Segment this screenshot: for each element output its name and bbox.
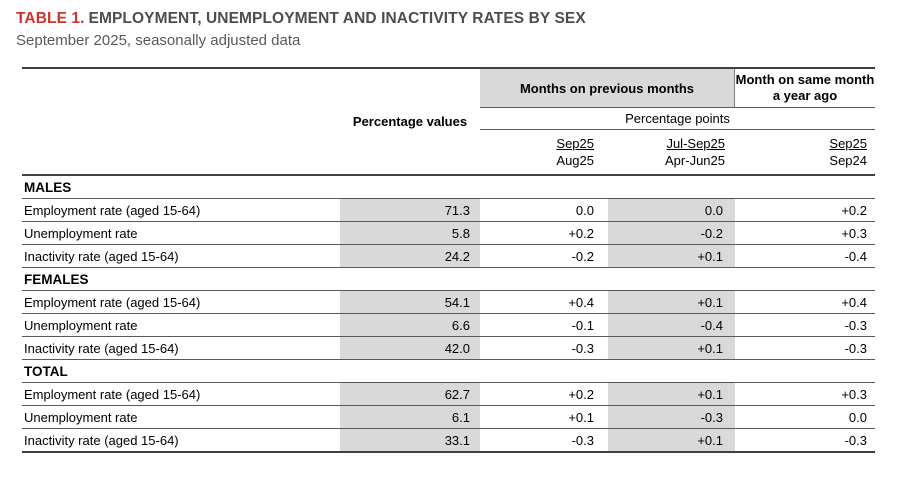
cell-percentage-value: 54.1 <box>340 291 480 313</box>
row-label: Unemployment rate <box>24 409 138 425</box>
cell-year-change: -0.3 <box>844 432 867 448</box>
cell-month-change: -0.2 <box>571 248 594 264</box>
section-header-females: FEMALES <box>22 268 875 291</box>
table-header: Percentage values Months on previous mon… <box>22 67 875 176</box>
cell-month-change: +0.4 <box>568 294 594 310</box>
cell-year-change: +0.4 <box>841 294 867 310</box>
cell-month-change: +0.2 <box>568 225 594 241</box>
cell-quarter-change: +0.1 <box>608 383 735 405</box>
cell-quarter-change: -0.2 <box>608 222 735 244</box>
header-percentage-values: Percentage values <box>352 114 468 129</box>
header-empty-cell <box>22 69 340 174</box>
table-title-text: EMPLOYMENT, UNEMPLOYMENT AND INACTIVITY … <box>88 10 586 27</box>
row-label: Employment rate (aged 15-64) <box>24 202 201 218</box>
cell-month-change: -0.1 <box>571 317 594 333</box>
cell-quarter-change: +0.1 <box>608 245 735 267</box>
cell-percentage-value: 5.8 <box>340 222 480 244</box>
table-row: Employment rate (aged 15-64) 54.1 +0.4 +… <box>22 291 875 314</box>
table-number-label: TABLE 1. <box>16 10 85 27</box>
cell-month-change: +0.2 <box>568 386 594 402</box>
cell-year-change: -0.3 <box>844 317 867 333</box>
table-row: Employment rate (aged 15-64) 62.7 +0.2 +… <box>22 383 875 406</box>
cell-quarter-change: +0.1 <box>608 429 735 451</box>
cell-year-change: +0.3 <box>841 225 867 241</box>
table-row: Inactivity rate (aged 15-64) 33.1 -0.3 +… <box>22 429 875 453</box>
period-bottom: Aug25 <box>556 153 594 168</box>
cell-percentage-value: 24.2 <box>340 245 480 267</box>
period-bottom: Apr-Jun25 <box>665 153 725 168</box>
period-col-sep25-sep24: Sep25 Sep24 <box>735 130 875 174</box>
table-row: Inactivity rate (aged 15-64) 42.0 -0.3 +… <box>22 337 875 360</box>
cell-quarter-change: +0.1 <box>608 337 735 359</box>
header-percentage-points: Percentage points <box>480 108 875 130</box>
row-label: Inactivity rate (aged 15-64) <box>24 248 179 264</box>
cell-month-change: 0.0 <box>575 202 594 218</box>
data-table: Percentage values Months on previous mon… <box>22 67 875 453</box>
section-header-total: TOTAL <box>22 360 875 383</box>
period-bottom: Sep24 <box>829 153 867 168</box>
cell-quarter-change: +0.1 <box>608 291 735 313</box>
row-label: Inactivity rate (aged 15-64) <box>24 340 179 356</box>
cell-percentage-value: 6.6 <box>340 314 480 336</box>
row-label: Unemployment rate <box>24 225 138 241</box>
row-label: Employment rate (aged 15-64) <box>24 294 201 310</box>
period-col-sep25-aug25: Sep25 Aug25 <box>480 130 608 174</box>
section-header-males: MALES <box>22 176 875 199</box>
row-label: Unemployment rate <box>24 317 138 333</box>
cell-month-change: -0.3 <box>571 340 594 356</box>
cell-quarter-change: -0.3 <box>608 406 735 428</box>
cell-year-change: +0.3 <box>841 386 867 402</box>
cell-year-change: 0.0 <box>848 409 867 425</box>
cell-quarter-change: -0.4 <box>608 314 735 336</box>
row-label: Employment rate (aged 15-64) <box>24 386 201 402</box>
header-month-year-ago: Month on same month a year ago <box>735 69 875 108</box>
cell-year-change: +0.2 <box>841 202 867 218</box>
cell-percentage-value: 33.1 <box>340 429 480 451</box>
row-label: Inactivity rate (aged 15-64) <box>24 432 179 448</box>
table-row: Inactivity rate (aged 15-64) 24.2 -0.2 +… <box>22 245 875 268</box>
cell-percentage-value: 42.0 <box>340 337 480 359</box>
table-row: Employment rate (aged 15-64) 71.3 0.0 0.… <box>22 199 875 222</box>
cell-percentage-value: 6.1 <box>340 406 480 428</box>
table-row: Unemployment rate 5.8 +0.2 -0.2 +0.3 <box>22 222 875 245</box>
cell-month-change: +0.1 <box>568 409 594 425</box>
title-block: TABLE 1. EMPLOYMENT, UNEMPLOYMENT AND INA… <box>16 10 586 49</box>
table-row: Unemployment rate 6.6 -0.1 -0.4 -0.3 <box>22 314 875 337</box>
period-top: Sep25 <box>829 136 867 151</box>
cell-percentage-value: 71.3 <box>340 199 480 221</box>
period-top: Sep25 <box>556 136 594 151</box>
table-row: Unemployment rate 6.1 +0.1 -0.3 0.0 <box>22 406 875 429</box>
cell-year-change: -0.4 <box>844 248 867 264</box>
table-title: TABLE 1. EMPLOYMENT, UNEMPLOYMENT AND INA… <box>16 10 586 28</box>
cell-quarter-change: 0.0 <box>608 199 735 221</box>
cell-year-change: -0.3 <box>844 340 867 356</box>
cell-percentage-value: 62.7 <box>340 383 480 405</box>
period-col-julsep25-aprjun25: Jul-Sep25 Apr-Jun25 <box>608 130 735 174</box>
header-months-on-previous: Months on previous months <box>480 69 735 108</box>
cell-month-change: -0.3 <box>571 432 594 448</box>
period-top: Jul-Sep25 <box>666 136 725 151</box>
table-subtitle: September 2025, seasonally adjusted data <box>16 32 301 49</box>
